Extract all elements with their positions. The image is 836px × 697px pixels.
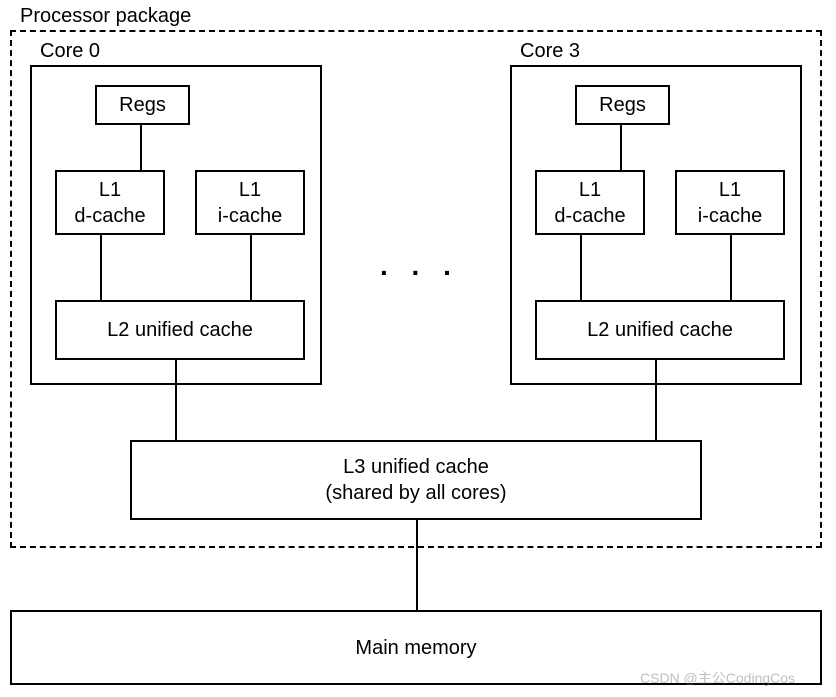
core3-l1i: L1 i-cache bbox=[675, 170, 785, 235]
core0-l1i-l1: L1 bbox=[239, 179, 261, 201]
core3-regs: Regs bbox=[575, 85, 670, 125]
l3-to-main-line bbox=[416, 520, 418, 610]
watermark: CSDN @主公CodingCos bbox=[640, 668, 795, 688]
core0-regs: Regs bbox=[95, 85, 190, 125]
ellipsis: . . . bbox=[380, 250, 459, 282]
core3-l1d-l1: L1 bbox=[579, 179, 601, 201]
package-title: Processor package bbox=[20, 5, 191, 28]
core3-l1d-l2-line bbox=[580, 235, 582, 300]
core0-l1d: L1 d-cache bbox=[55, 170, 165, 235]
core3-l1d: L1 d-cache bbox=[535, 170, 645, 235]
core0-regs-l1d-line bbox=[140, 125, 142, 170]
core0-l2-bottom-line bbox=[175, 360, 177, 385]
core0-l1i: L1 i-cache bbox=[195, 170, 305, 235]
core0-l2: L2 unified cache bbox=[55, 300, 305, 360]
core3-l1i-cache: i-cache bbox=[698, 205, 762, 227]
core0-l1i-l2-line bbox=[250, 235, 252, 300]
core0-regs-label: Regs bbox=[119, 92, 166, 118]
core3-regs-l1d-line bbox=[620, 125, 622, 170]
core3-l2: L2 unified cache bbox=[535, 300, 785, 360]
core0-l1d-l1: L1 bbox=[99, 179, 121, 201]
main-memory-label: Main memory bbox=[355, 635, 476, 661]
core0-l1d-cache: d-cache bbox=[74, 205, 145, 227]
l3-label-2: (shared by all cores) bbox=[325, 482, 506, 504]
core3-to-l3-line bbox=[655, 385, 657, 440]
core3-l1i-l2-line bbox=[730, 235, 732, 300]
core3-l1d-cache: d-cache bbox=[554, 205, 625, 227]
core0-l1i-cache: i-cache bbox=[218, 205, 282, 227]
core0-to-l3-line bbox=[175, 385, 177, 440]
core0-l1d-l2-line bbox=[100, 235, 102, 300]
core3-l2-label: L2 unified cache bbox=[587, 317, 733, 343]
l3-label-1: L3 unified cache bbox=[343, 456, 489, 478]
core3-title: Core 3 bbox=[520, 40, 580, 63]
l3-cache: L3 unified cache (shared by all cores) bbox=[130, 440, 702, 520]
core3-l2-bottom-line bbox=[655, 360, 657, 385]
core0-title: Core 0 bbox=[40, 40, 100, 63]
core3-l1i-l1: L1 bbox=[719, 179, 741, 201]
core3-regs-label: Regs bbox=[599, 92, 646, 118]
core0-l2-label: L2 unified cache bbox=[107, 317, 253, 343]
